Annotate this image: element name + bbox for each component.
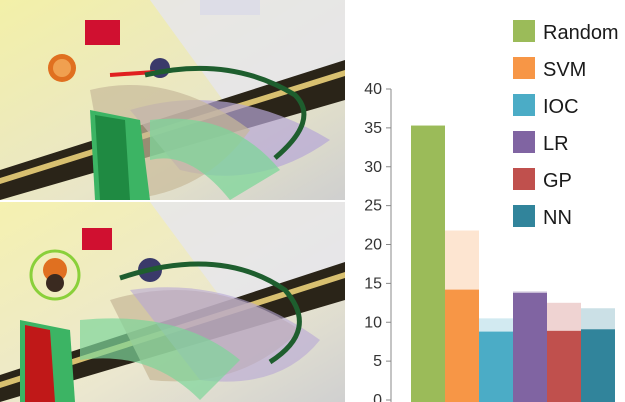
y-tick-label: 15 xyxy=(364,275,382,292)
bar-random xyxy=(411,125,445,402)
legend-swatch-svm xyxy=(513,57,535,79)
legend-swatch-nn xyxy=(513,205,535,227)
bar-upper-gp xyxy=(547,302,581,331)
legend-label-nn: NN xyxy=(543,207,572,229)
y-tick-label: 40 xyxy=(364,81,382,98)
legend-label-ioc: IOC xyxy=(543,96,579,118)
legend-label-svm: SVM xyxy=(543,59,586,81)
bar-nn xyxy=(581,329,615,402)
y-tick-label: 0 xyxy=(373,392,382,402)
bottom-rendering xyxy=(0,202,345,402)
y-tick-label: 10 xyxy=(364,314,382,331)
top-rendering xyxy=(0,0,345,200)
bar-ioc xyxy=(479,331,513,402)
y-tick-label: 25 xyxy=(364,198,382,215)
bar-svm xyxy=(445,289,479,402)
legend-swatch-lr xyxy=(513,131,535,153)
legend-label-random: Random xyxy=(543,22,619,44)
legend-label-gp: GP xyxy=(543,170,572,192)
bar-upper-ioc xyxy=(479,318,513,332)
bar-gp xyxy=(547,330,581,402)
y-tick-label: 30 xyxy=(364,159,382,176)
bar-upper-svm xyxy=(445,230,479,290)
legend-label-lr: LR xyxy=(543,133,569,155)
robot-arm-renderings xyxy=(0,0,345,402)
y-tick-label: 35 xyxy=(364,120,382,137)
legend-swatch-gp xyxy=(513,168,535,190)
y-axis: 0 5 10 15 20 25 30 35 40 xyxy=(364,81,392,402)
bar-lr xyxy=(513,292,547,402)
y-tick-label: 20 xyxy=(364,237,382,254)
legend: Random SVM IOC LR GP NN xyxy=(513,20,619,229)
bar-upper-nn xyxy=(581,308,615,330)
bar-upper-lr xyxy=(513,291,547,293)
legend-swatch-ioc xyxy=(513,94,535,116)
y-tick-label: 5 xyxy=(373,353,382,370)
bars xyxy=(411,125,615,402)
legend-swatch-random xyxy=(513,20,535,42)
bar-chart: 0 5 10 15 20 25 30 35 40 Random SVM IOC LR GP NN xyxy=(364,20,619,402)
